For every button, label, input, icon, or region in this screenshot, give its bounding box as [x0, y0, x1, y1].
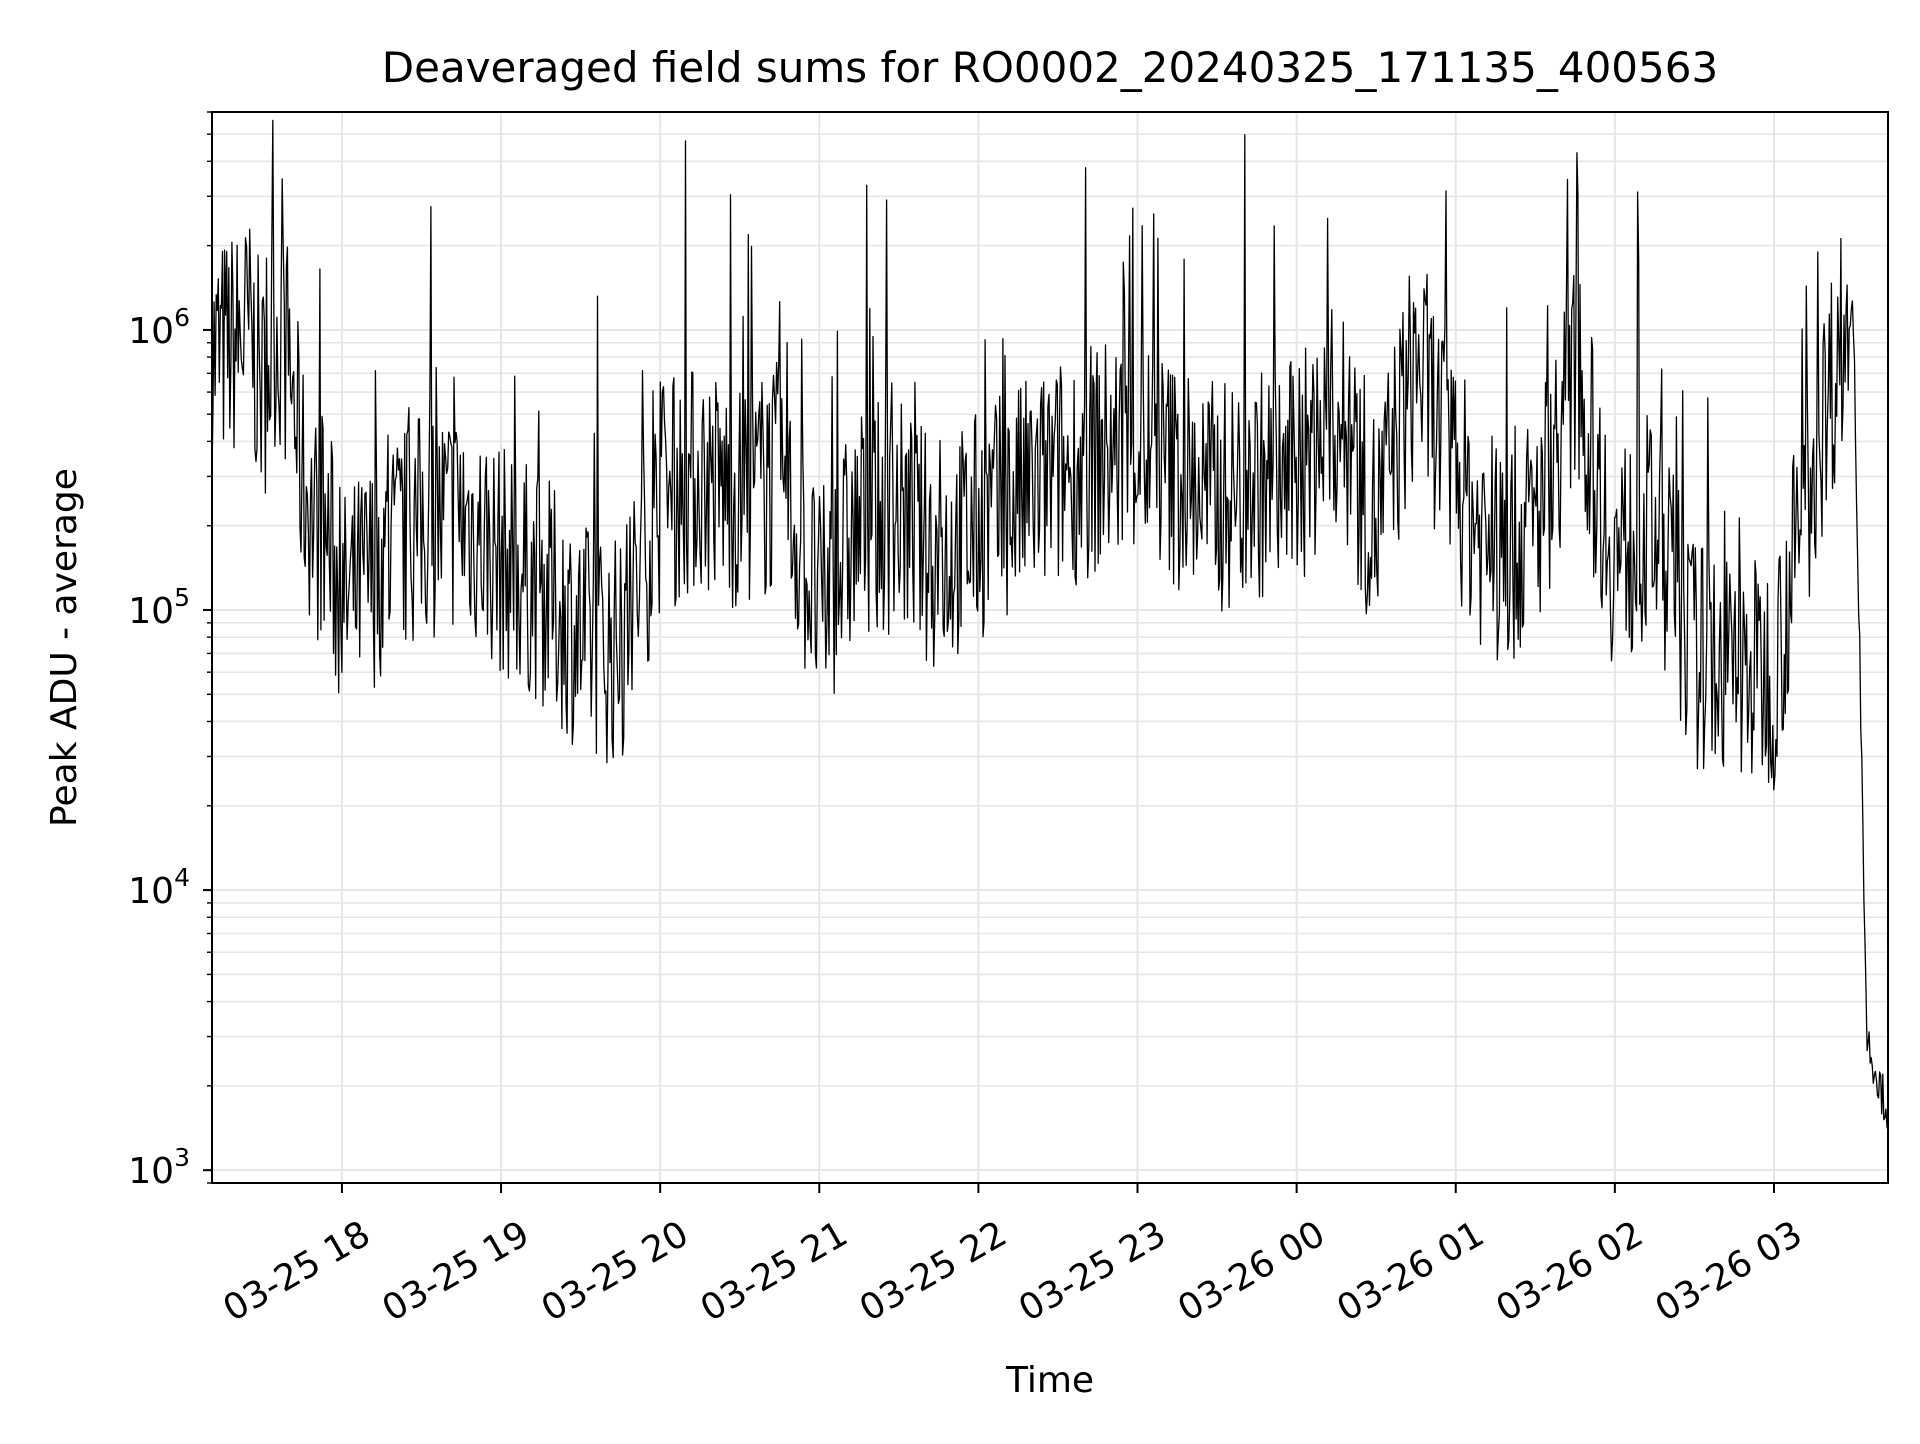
y-tick-label: 104 [128, 863, 190, 912]
y-tick-label: 106 [128, 303, 190, 352]
y-tick-label: 103 [128, 1143, 190, 1192]
y-tick-label: 105 [128, 583, 190, 632]
plot-frame [211, 111, 1889, 1184]
y-axis: 103 104 105 106 [128, 111, 212, 1192]
series-line [211, 119, 1889, 1131]
x-axis-label: Time [1005, 1360, 1094, 1401]
series-layer [211, 119, 1889, 1131]
chart-title: Deaveraged field sums for RO0002_2024032… [382, 43, 1718, 92]
y-axis-label: Peak ADU - average [44, 468, 85, 827]
